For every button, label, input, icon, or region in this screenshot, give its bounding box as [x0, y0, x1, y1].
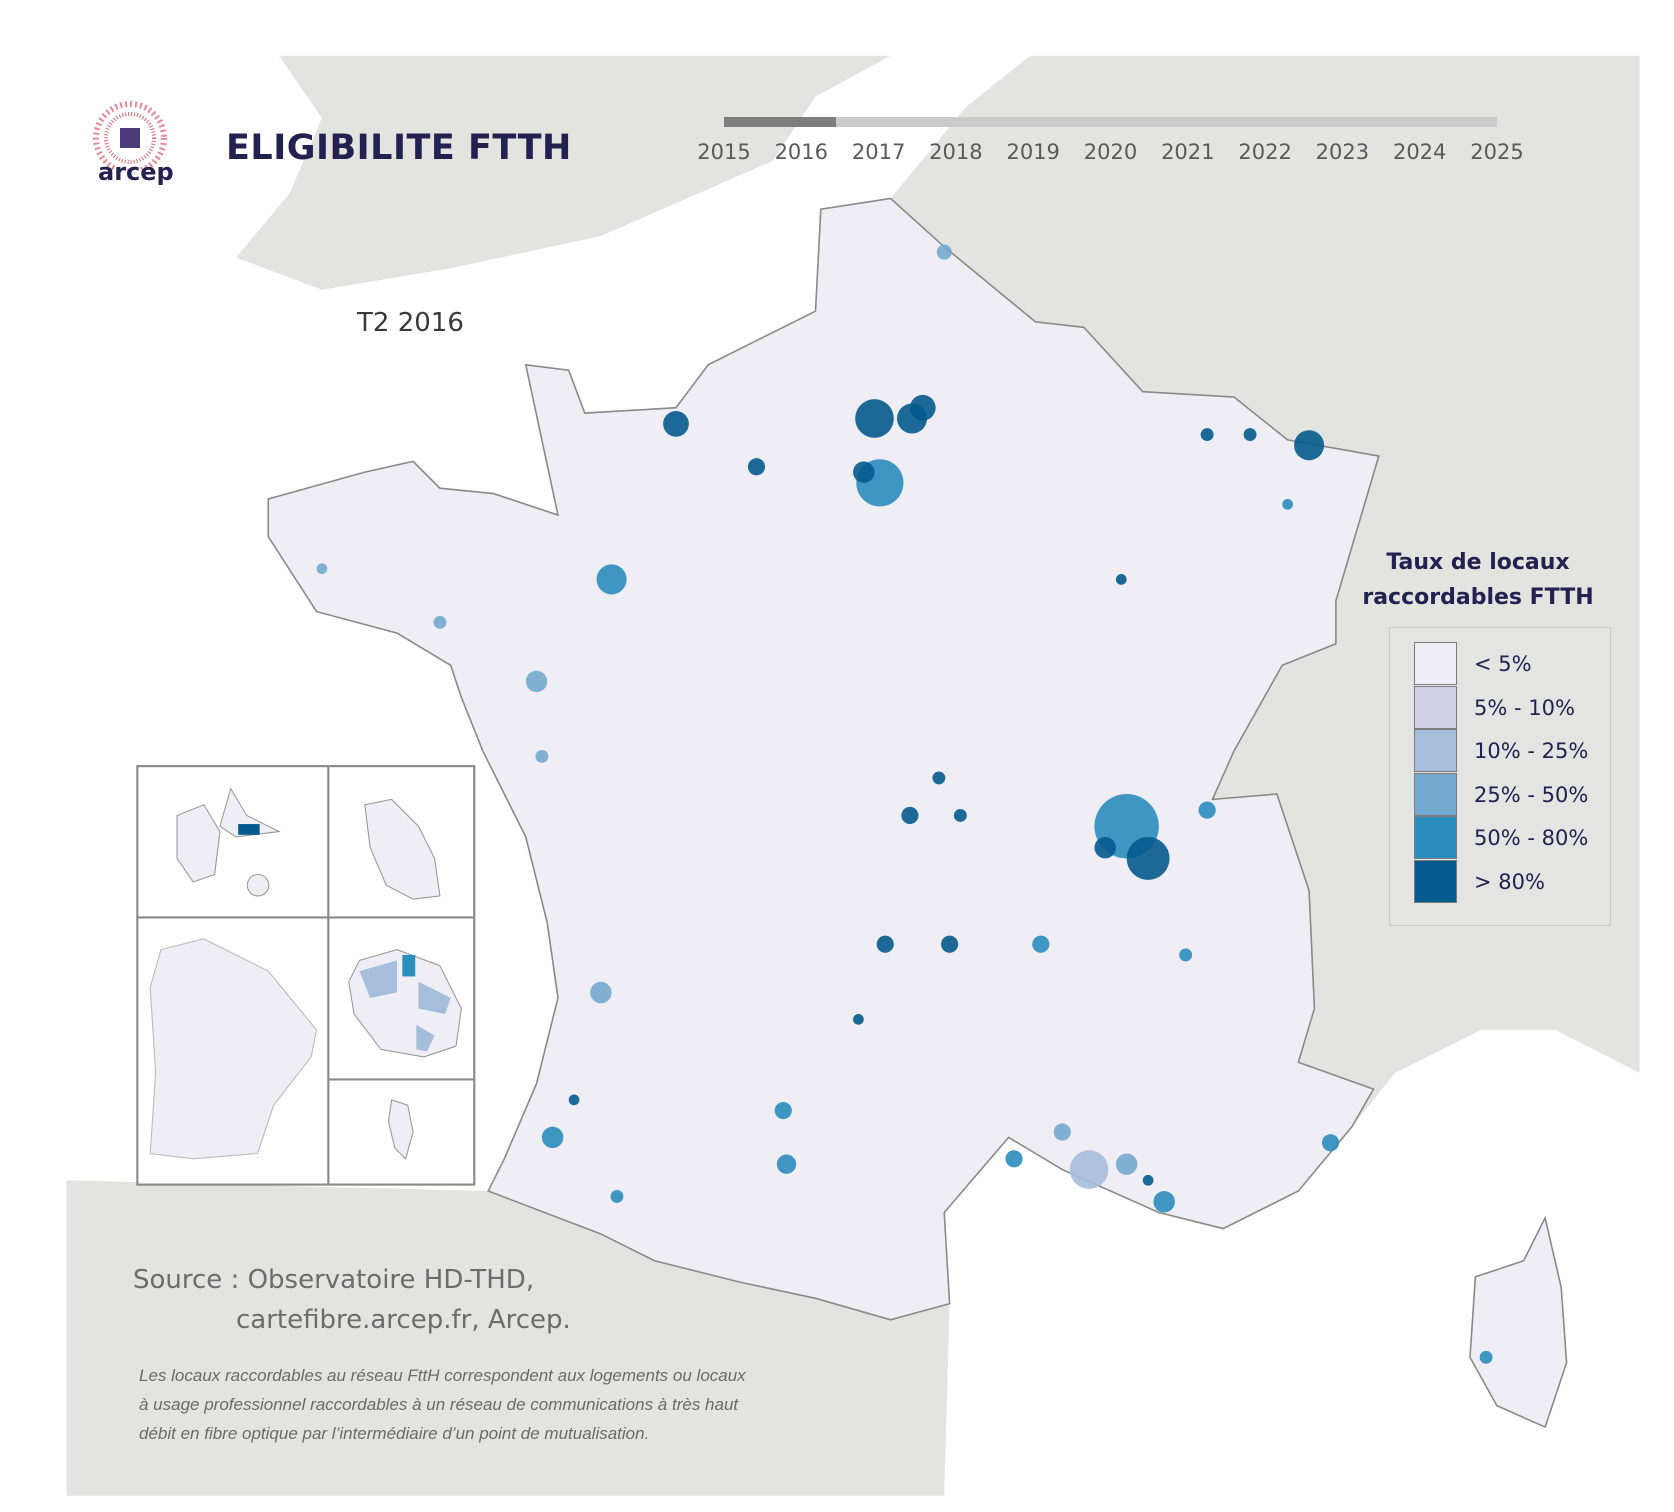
ftth-zone [747, 458, 766, 476]
timeline-year-2023[interactable]: 2023 [1315, 140, 1370, 164]
ftth-zone [525, 670, 548, 693]
timeline-progress [724, 117, 837, 127]
ftth-zone [1094, 836, 1116, 859]
ftth-zone [568, 1094, 580, 1106]
legend-item: < 5% [1414, 642, 1604, 685]
ftth-zone [1200, 428, 1214, 442]
ftth-zone [1282, 498, 1293, 510]
timeline-year-2018[interactable]: 2018 [929, 140, 983, 164]
overseas-insets [136, 765, 476, 1186]
ftth-zone [876, 935, 894, 953]
timeline-year-2022[interactable]: 2022 [1238, 140, 1292, 164]
ftth-zone [1126, 836, 1170, 880]
ftth-zone [1321, 1134, 1340, 1152]
corsica [1469, 1215, 1568, 1429]
note-line: à usage professionnel raccordables à un … [139, 1395, 739, 1414]
ftth-zone [316, 563, 328, 575]
legend-label: > 80% [1474, 869, 1545, 894]
legend-label: 5% - 10% [1474, 695, 1575, 720]
timeline-year-2021[interactable]: 2021 [1161, 140, 1215, 164]
ftth-zone [1142, 1174, 1154, 1186]
inset-martinique [364, 798, 441, 900]
ftth-zone [953, 809, 967, 822]
timeline-year-2024[interactable]: 2024 [1392, 140, 1447, 164]
note-line: débit en fibre optique par l’intermédiai… [139, 1424, 650, 1443]
legend-swatch [1414, 729, 1457, 772]
legend: < 5% 5% - 10% 10% - 25% 25% - 50% 50% - 80% >… [1389, 627, 1611, 926]
inset-guadeloupe [176, 787, 281, 897]
ftth-zone [596, 564, 627, 595]
ftth-zone [590, 981, 612, 1004]
sea-mediterranean [944, 1030, 1640, 1496]
ftth-zone [1198, 801, 1216, 819]
timeline-year-2020[interactable]: 2020 [1083, 140, 1138, 164]
ftth-zone [541, 1126, 564, 1149]
ftth-zone [941, 935, 959, 953]
arcep-logo: arcep [88, 100, 188, 192]
note-line: Les locaux raccordables au réseau FttH c… [139, 1366, 746, 1385]
timeline-slider[interactable] [724, 117, 1497, 127]
ftth-zone [610, 1189, 624, 1203]
ftth-zone [663, 410, 689, 437]
timeline-year-2019[interactable]: 2019 [1006, 140, 1060, 164]
ftth-zone [853, 461, 875, 483]
ftth-zone [855, 399, 894, 438]
legend-title-line1: Taux de locaux [1386, 550, 1570, 575]
ftth-zone [1069, 1150, 1109, 1189]
france-mainland [267, 197, 1380, 1321]
legend-swatch [1414, 642, 1457, 685]
ftth-zones [316, 244, 1493, 1364]
ftth-zone [901, 806, 919, 825]
legend-item: 5% - 10% [1414, 685, 1604, 729]
ftth-zone [1294, 430, 1325, 461]
legend-item: 50% - 80% [1414, 816, 1604, 859]
legend-swatch [1414, 816, 1457, 859]
timeline-year-2016[interactable]: 2016 [774, 140, 829, 164]
ftth-zone [774, 1101, 792, 1120]
ftth-zone [909, 394, 936, 421]
timeline-year-2025[interactable]: 2025 [1470, 140, 1524, 164]
legend-label: 50% - 80% [1474, 826, 1589, 850]
inset-guyane [149, 938, 318, 1160]
ftth-zone [1243, 428, 1257, 442]
legend-title-line2: raccordables FTTH [1362, 585, 1594, 610]
period-label: T2 2016 [357, 308, 464, 338]
ftth-zone [1115, 1153, 1138, 1175]
ftth-zone [936, 244, 952, 260]
ftth-zone [1153, 1191, 1175, 1213]
ftth-zone [1115, 574, 1127, 585]
legend-swatch [1414, 859, 1457, 903]
ftth-zone [932, 771, 946, 785]
legend-item: > 80% [1414, 859, 1604, 903]
legend-swatch [1414, 772, 1457, 816]
legend-label: 25% - 50% [1474, 782, 1589, 807]
ftth-zone [1179, 948, 1193, 962]
logo-text: arcep [98, 158, 174, 186]
ftth-zone [853, 1013, 864, 1025]
timeline-year-2015[interactable]: 2015 [697, 140, 751, 164]
legend-item: 25% - 50% [1414, 772, 1604, 816]
ftth-zone [776, 1154, 797, 1174]
inset-mayotte [387, 1099, 414, 1160]
legend-swatch [1414, 685, 1457, 729]
ftth-zone [1479, 1350, 1493, 1364]
ftth-zone [1005, 1150, 1023, 1168]
arcep-logo-mark-icon [93, 101, 167, 175]
ftth-zone [1053, 1123, 1071, 1141]
legend-item: 10% - 25% [1414, 729, 1604, 772]
legend-label: 10% - 25% [1474, 739, 1589, 763]
legend-title: Taux de locaux raccordables FTTH [1340, 545, 1616, 615]
ftth-zone [535, 750, 549, 763]
page-title: ELIGIBILITE FTTH [226, 128, 572, 168]
ftth-zone [1032, 935, 1050, 953]
source-line-1: Source : Observatoire HD-THD, [133, 1265, 535, 1295]
ftth-zone [433, 615, 447, 629]
legend-label: < 5% [1474, 652, 1532, 676]
source-line-2: cartefibre.arcep.fr, Arcep. [236, 1305, 571, 1335]
timeline-year-2017[interactable]: 2017 [851, 140, 906, 164]
